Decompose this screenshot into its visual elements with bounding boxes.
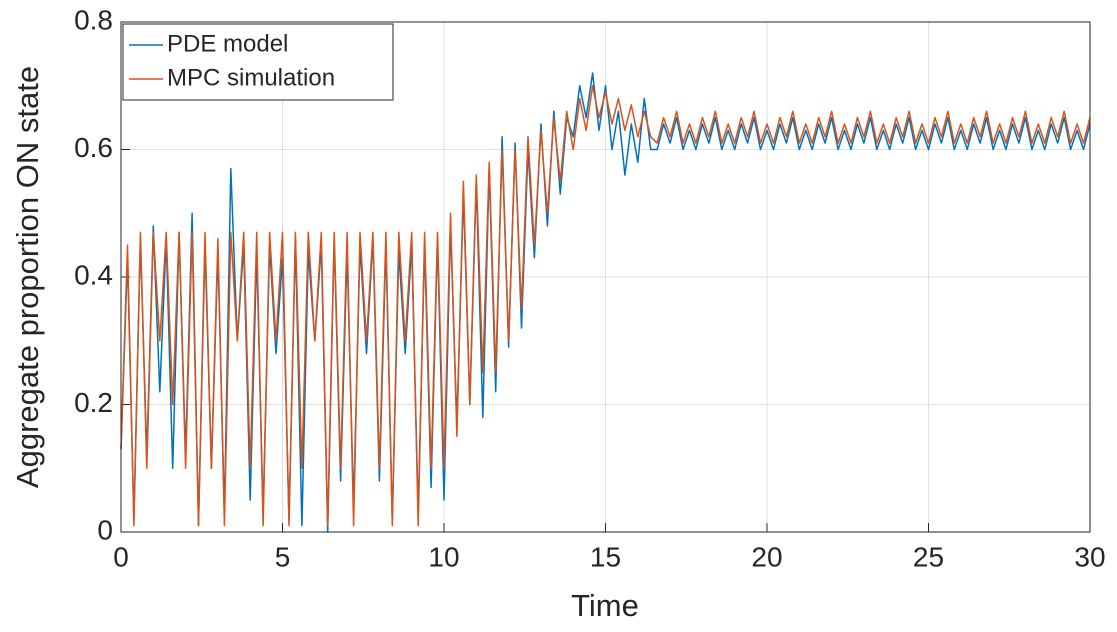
x-tick-label: 0	[113, 541, 129, 572]
y-tick-label: 0.4	[74, 259, 113, 290]
legend-box	[122, 23, 394, 101]
x-tick-label: 15	[590, 541, 621, 572]
x-tick-label: 20	[751, 541, 782, 572]
x-tick-label: 30	[1074, 541, 1105, 572]
axes-box	[120, 21, 1091, 533]
y-tick-label: 0.2	[74, 387, 113, 418]
y-tick-label: 0.6	[74, 132, 113, 163]
x-tick-label: 25	[913, 541, 944, 572]
legend-label: PDE model	[167, 30, 288, 57]
x-axis-label: Time	[571, 588, 639, 623]
y-tick-label: 0.8	[74, 4, 113, 35]
x-tick-label: 10	[428, 541, 459, 572]
x-tick-label: 5	[275, 541, 291, 572]
data-line	[120, 85, 1091, 527]
y-axis-label: Aggregate proportion ON state	[10, 66, 45, 488]
y-tick-label: 0	[97, 514, 113, 545]
legend-label: MPC simulation	[167, 64, 335, 91]
